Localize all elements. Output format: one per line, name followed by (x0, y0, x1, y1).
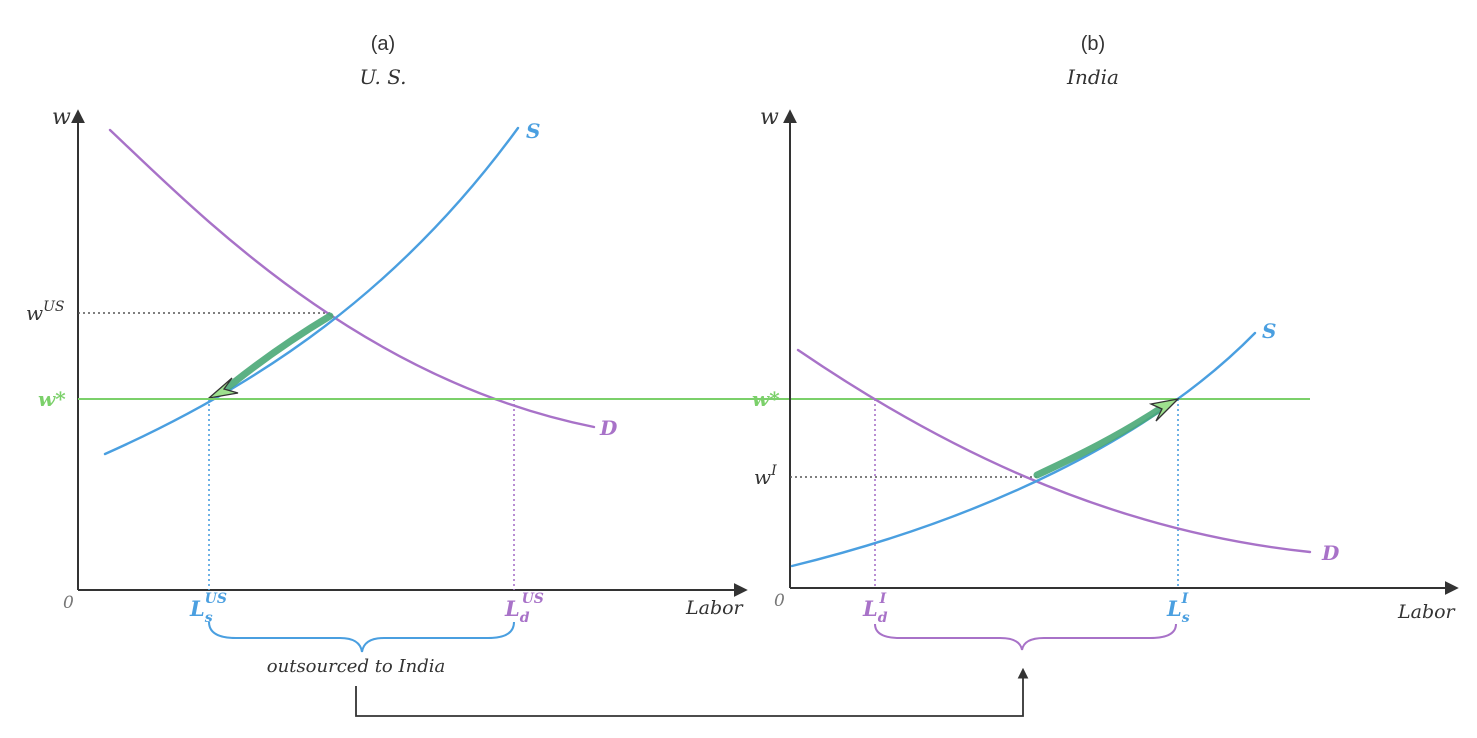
panel-b-title: India (1066, 65, 1119, 89)
panel-b-supply-curve (790, 331, 1257, 568)
panel-a-supply-shift-band (218, 312, 334, 396)
panel-a-world-wage-label: w* (38, 387, 66, 411)
panel-india: (b) India w Labor 0 D S wI w* LdI (752, 33, 1459, 651)
panel-a-title: U. S. (359, 65, 406, 89)
panel-b-shift-arrowhead (1148, 397, 1180, 422)
panel-b-ls-label: LsI (1166, 591, 1190, 626)
panel-us: (a) U. S. w Labor 0 D S wUS w* LsUS (26, 33, 748, 677)
panel-a-x-axis-label: Labor (685, 597, 745, 619)
panel-a-origin-label: 0 (63, 593, 74, 613)
svg-text:LsI: LsI (1166, 591, 1190, 626)
panel-a-ls-label: LsUS (189, 591, 227, 626)
panel-b-tag: (b) (1081, 33, 1105, 55)
svg-text:LsUS: LsUS (189, 591, 227, 626)
panel-a-demand-label: D (599, 416, 618, 440)
svg-text:LdI: LdI (862, 591, 888, 626)
panel-a-demand-curve (108, 128, 596, 429)
panel-a-supply-label: S (526, 119, 540, 143)
panel-b-ld-label: LdI (862, 591, 888, 626)
svg-text:wI: wI (754, 463, 777, 489)
panel-a-ld-label: LdUS (504, 591, 544, 626)
panel-b-insourced-bracket (874, 623, 1177, 651)
panel-b-supply-label: S (1262, 319, 1276, 343)
outsourced-note: outsourced to India (267, 656, 445, 677)
svg-text:wUS: wUS (26, 299, 65, 325)
panel-a-y-axis-label: w (52, 105, 71, 130)
panel-a-shift-arrowhead (206, 377, 239, 400)
panel-a-tag: (a) (371, 33, 395, 55)
panel-a-outsourced-bracket (208, 621, 515, 653)
panel-b-x-axis-label: Labor (1397, 601, 1457, 623)
panel-b-y-axis-label: w (760, 105, 779, 130)
panel-a-us-wage-label: wUS (26, 299, 65, 325)
panel-b-demand-curve (796, 348, 1312, 554)
panel-b-origin-label: 0 (774, 591, 785, 611)
panel-a-supply-curve (103, 126, 520, 456)
panel-b-world-wage-label: w* (752, 387, 780, 411)
panel-b-supply-shift-band (1033, 406, 1162, 479)
svg-text:LdUS: LdUS (504, 591, 544, 626)
panel-b-demand-label: D (1321, 541, 1340, 565)
outsourcing-connector-arrow (355, 667, 1029, 717)
panel-b-india-wage-label: wI (754, 463, 777, 489)
